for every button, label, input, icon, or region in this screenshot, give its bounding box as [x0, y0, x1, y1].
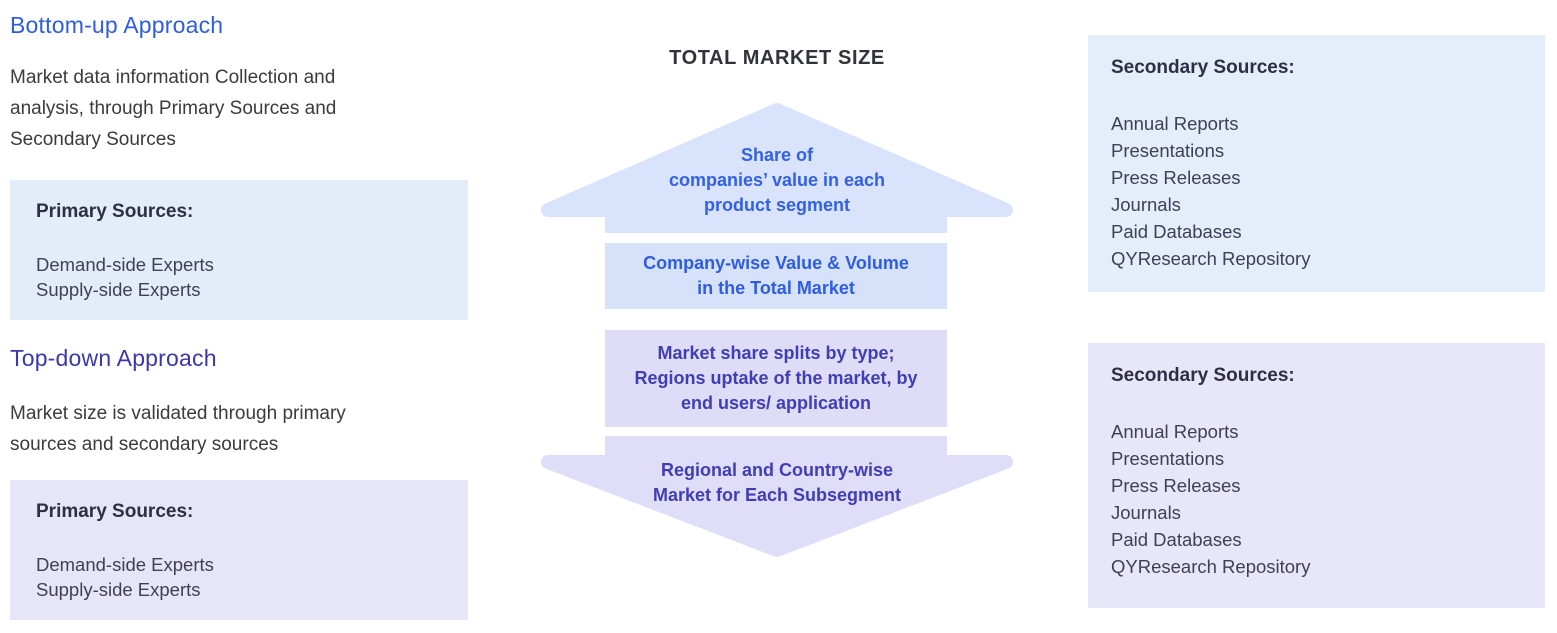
step-text-line: end users/ application [680, 393, 872, 413]
step-box-company-value: Company-wise Value & Volume in the Total … [605, 243, 947, 309]
source-item: Journals [1111, 502, 1181, 523]
description-line: Secondary Sources [10, 129, 176, 150]
source-item: Paid Databases [1111, 221, 1242, 242]
secondary-sources-box-top: Secondary Sources: Annual Reports Present… [1088, 35, 1545, 292]
source-item: Supply-side Experts [36, 279, 201, 300]
source-item: Journals [1111, 194, 1181, 215]
description-line: Market data information Collection and [10, 67, 336, 88]
step-text-line: Regional and Country-wise [660, 460, 894, 480]
description-line: Market size is validated through primary [10, 403, 346, 424]
description-line: sources and secondary sources [10, 434, 279, 455]
primary-sources-list: Demand-side Experts Supply-side Experts [36, 252, 442, 302]
source-item: Press Releases [1111, 475, 1241, 496]
step-box-market-share: Market share splits by type; Regions upta… [605, 330, 947, 427]
step-text-line: Share of [740, 145, 814, 165]
secondary-sources-heading: Secondary Sources: [1111, 365, 1295, 386]
source-item: Supply-side Experts [36, 579, 201, 600]
source-item: Press Releases [1111, 167, 1241, 188]
up-arrow-text: Share of companies’ value in each product … [532, 143, 1022, 218]
source-item: Paid Databases [1111, 529, 1242, 550]
source-item: Annual Reports [1111, 113, 1239, 134]
diagram-title: TOTAL MARKET SIZE [669, 47, 885, 69]
source-item: Demand-side Experts [36, 554, 214, 575]
primary-sources-list: Demand-side Experts Supply-side Experts [36, 552, 442, 602]
step-text-line: Market for Each Subsegment [652, 485, 902, 505]
primary-sources-box-top: Primary Sources: Demand-side Experts Supp… [10, 180, 468, 320]
step-text-line: in the Total Market [697, 278, 855, 298]
source-item: Demand-side Experts [36, 254, 214, 275]
top-down-approach-heading: Top-down Approach [10, 345, 217, 371]
source-item: QYResearch Repository [1111, 248, 1311, 269]
step-text-line: Regions uptake of the market, by [634, 368, 918, 388]
top-down-description: Market size is validated through primary… [10, 398, 480, 460]
primary-sources-heading: Primary Sources: [36, 201, 194, 222]
step-text-line: Company-wise Value & Volume [643, 253, 909, 273]
up-arrow-shape [541, 103, 1013, 233]
source-item: Annual Reports [1111, 421, 1239, 442]
down-arrow-text: Regional and Country-wise Market for Each… [532, 458, 1022, 508]
primary-sources-heading: Primary Sources: [36, 501, 194, 522]
step-text-line: companies’ value in each [668, 170, 886, 190]
down-arrow-shape [541, 436, 1013, 557]
primary-sources-box-bottom: Primary Sources: Demand-side Experts Supp… [10, 480, 468, 620]
source-item: Presentations [1111, 448, 1225, 469]
secondary-sources-list: Annual Reports Presentations Press Release… [1111, 110, 1522, 272]
secondary-sources-box-bottom: Secondary Sources: Annual Reports Present… [1088, 343, 1545, 608]
bottom-up-approach-heading: Bottom-up Approach [10, 12, 224, 38]
step-text-line: product segment [703, 195, 850, 215]
description-line: analysis, through Primary Sources and [10, 98, 337, 119]
source-item: QYResearch Repository [1111, 556, 1311, 577]
source-item: Presentations [1111, 140, 1225, 161]
bottom-up-description: Market data information Collection and an… [10, 62, 480, 155]
secondary-sources-heading: Secondary Sources: [1111, 57, 1295, 78]
secondary-sources-list: Annual Reports Presentations Press Release… [1111, 418, 1522, 580]
step-text-line: Market share splits by type; [657, 343, 895, 363]
